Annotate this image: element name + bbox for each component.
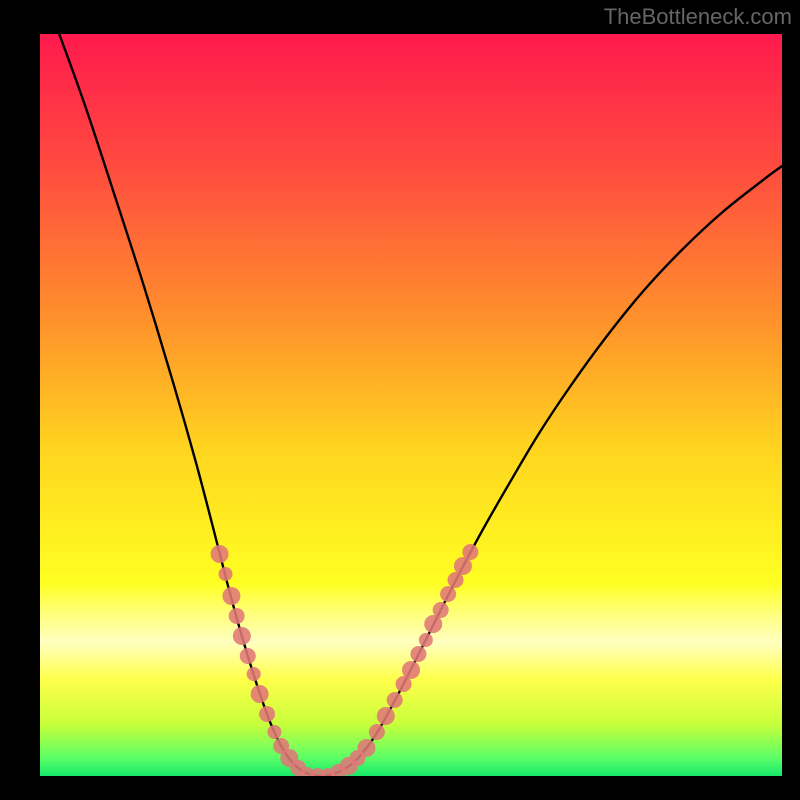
- bottleneck-chart: [0, 0, 800, 800]
- data-marker: [259, 706, 275, 722]
- watermark-text: TheBottleneck.com: [604, 4, 792, 30]
- chart-container: TheBottleneck.com: [0, 0, 800, 800]
- data-marker: [229, 608, 245, 624]
- data-marker: [267, 725, 281, 739]
- data-marker: [402, 661, 420, 679]
- data-marker: [410, 646, 426, 662]
- data-marker: [357, 739, 375, 757]
- data-marker: [419, 633, 433, 647]
- data-marker: [240, 648, 256, 664]
- data-marker: [369, 724, 385, 740]
- data-marker: [433, 602, 449, 618]
- data-marker: [377, 707, 395, 725]
- data-marker: [440, 586, 456, 602]
- data-marker: [222, 587, 240, 605]
- data-marker: [211, 545, 229, 563]
- data-marker: [233, 627, 251, 645]
- data-marker: [387, 692, 403, 708]
- plot-area: [40, 26, 782, 784]
- data-marker: [247, 667, 261, 681]
- data-marker: [251, 685, 269, 703]
- data-marker: [219, 567, 233, 581]
- data-marker: [462, 544, 478, 560]
